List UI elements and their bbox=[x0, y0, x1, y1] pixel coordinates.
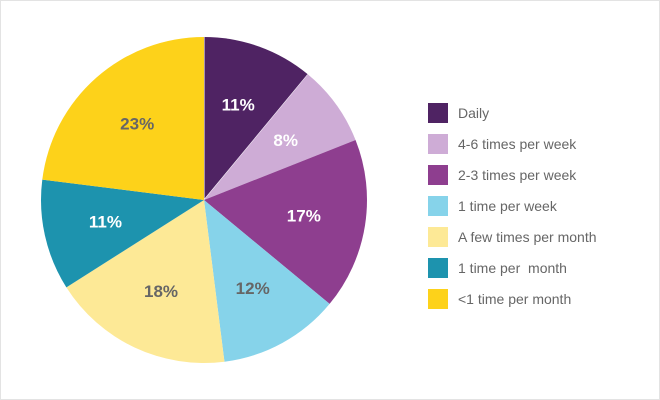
pie-slice-label-6: 23% bbox=[120, 115, 154, 134]
legend-item-1: 4-6 times per week bbox=[428, 128, 597, 159]
pie-slice-1 bbox=[204, 74, 356, 200]
chart-legend: Daily 4-6 times per week 2-3 times per wee… bbox=[428, 97, 597, 314]
legend-label-0: Daily bbox=[458, 104, 490, 121]
legend-item-3: 1 time per week bbox=[428, 190, 597, 221]
legend-item-0: Daily bbox=[428, 97, 597, 128]
legend-swatch-4 bbox=[428, 226, 448, 247]
pie-slice-0 bbox=[204, 37, 308, 200]
legend-item-6: <1 time per month bbox=[428, 283, 597, 314]
pie-slice-label-1: 8% bbox=[273, 131, 298, 150]
legend-swatch-2 bbox=[428, 164, 448, 185]
legend-label-3: 1 time per week bbox=[458, 197, 557, 214]
legend-swatch-5 bbox=[428, 257, 448, 278]
legend-swatch-1 bbox=[428, 133, 448, 154]
legend-label-4: A few times per month bbox=[458, 228, 597, 245]
pie-slice-3 bbox=[204, 200, 330, 362]
legend-swatch-3 bbox=[428, 195, 448, 216]
pie-slice-2 bbox=[204, 140, 367, 304]
pie-slice-label-5: 11% bbox=[89, 213, 122, 232]
legend-swatch-6 bbox=[428, 288, 448, 309]
legend-label-6: <1 time per month bbox=[458, 290, 572, 307]
legend-label-1: 4-6 times per week bbox=[458, 135, 577, 152]
legend-item-2: 2-3 times per week bbox=[428, 159, 597, 190]
legend-swatch-0 bbox=[428, 102, 448, 123]
legend-item-5: 1 time per month bbox=[428, 252, 597, 283]
pie-slice-4 bbox=[66, 200, 225, 363]
pie-slice-label-2: 17% bbox=[287, 206, 321, 225]
legend-item-4: A few times per month bbox=[428, 221, 597, 252]
pie-slice-label-0: 11% bbox=[222, 96, 255, 115]
pie-slice-6 bbox=[42, 37, 204, 200]
pie-slice-label-3: 12% bbox=[236, 279, 270, 298]
legend-label-5: 1 time per month bbox=[458, 259, 567, 276]
pie-slice-label-4: 18% bbox=[144, 282, 178, 301]
pie-slice-5 bbox=[41, 179, 204, 288]
legend-label-2: 2-3 times per week bbox=[458, 166, 577, 183]
